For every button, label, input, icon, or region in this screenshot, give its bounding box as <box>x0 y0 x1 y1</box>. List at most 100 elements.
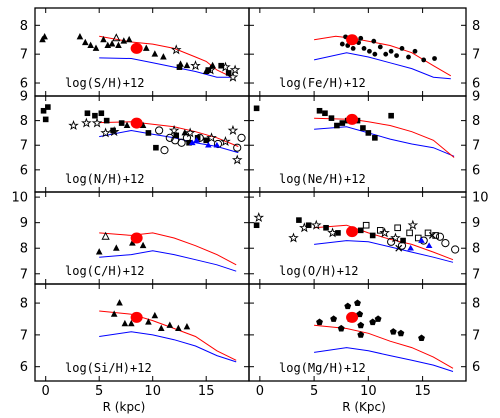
data-point-circ <box>387 237 396 246</box>
data-point-btri <box>213 141 221 148</box>
data-point-star <box>168 124 180 135</box>
data-point-star <box>390 232 401 243</box>
panel-Mg: 0 5 10 15 6 7 8 log(Mg/H)+12 <box>248 283 480 399</box>
data-point-star <box>190 60 201 71</box>
data-point-star <box>81 117 92 128</box>
sun-marker <box>130 232 143 244</box>
data-point-sq <box>153 144 159 151</box>
data-point-dot <box>367 48 372 54</box>
data-point-tri <box>175 324 182 331</box>
data-point-star <box>253 212 265 223</box>
model-curve-blue <box>314 347 454 372</box>
y-tick-label: 6 <box>20 77 28 92</box>
data-point-pent <box>330 315 338 322</box>
sun-marker <box>346 226 359 238</box>
data-point-dot <box>399 45 405 51</box>
y-tick-label: 8 <box>20 297 28 312</box>
data-point-pent <box>357 321 365 329</box>
data-point-tri <box>76 32 84 40</box>
data-point-tri <box>95 248 103 255</box>
data-point-pent <box>354 299 361 306</box>
x-tick-label: 5 <box>95 384 103 399</box>
x-axis-title-right: R (Kpc) <box>342 400 386 414</box>
panel-Si: 0 5 10 15 6 7 8 log(Si/H)+12 <box>20 283 250 399</box>
panel-label: log(Fe/H)+12 <box>279 76 366 90</box>
data-point-sq <box>45 104 51 110</box>
y-tick-label: 7 <box>472 139 480 154</box>
data-point-sq <box>305 222 312 229</box>
y-tick-label: 7 <box>472 48 480 63</box>
data-point-circ <box>451 245 460 254</box>
x-tick-label: 10 <box>360 384 377 399</box>
data-point-otri <box>112 33 121 42</box>
data-point-star <box>231 154 243 165</box>
data-point-circ <box>397 241 407 250</box>
y-tick-label: 10 <box>472 191 489 206</box>
data-point-sq <box>42 116 49 123</box>
model-curve-red <box>99 310 237 361</box>
data-point-star <box>91 117 103 128</box>
data-point-tri <box>183 61 191 69</box>
data-point-star <box>407 219 419 230</box>
data-point-tri <box>151 311 159 319</box>
data-point-circ <box>441 239 450 248</box>
data-point-otri <box>101 231 110 240</box>
panel-N: 6 7 8 9 log(N/H)+12 <box>20 90 250 193</box>
panel-frame <box>248 283 467 382</box>
panels-layer: 6 7 8 log(S/H)+12 6 7 8 log(Fe/H)+12 6 7 8 9 log(N/H… <box>11 7 489 399</box>
data-point-sq <box>334 122 340 129</box>
x-axis-title-left: R (kpc) <box>103 400 146 414</box>
x-tick-label: 10 <box>144 384 161 399</box>
data-point-sq <box>118 120 125 126</box>
data-point-pent <box>337 324 345 332</box>
y-tick-label: 7 <box>20 48 28 63</box>
data-point-tri <box>87 41 94 48</box>
y-tick-label: 6 <box>472 360 480 375</box>
data-point-circ <box>435 232 445 241</box>
panel-label: log(N/H)+12 <box>65 172 144 186</box>
panel-label: log(S/H)+12 <box>65 76 144 90</box>
data-point-sq <box>322 110 328 117</box>
data-point-star <box>108 126 120 137</box>
data-point-sq <box>372 135 378 141</box>
data-point-btri <box>193 137 200 143</box>
data-point-dot <box>394 53 399 59</box>
y-tick-label: 8 <box>472 19 480 34</box>
model-curve-red <box>314 224 454 261</box>
data-point-tri <box>183 323 191 330</box>
y-tick-label: 7 <box>472 328 480 343</box>
data-point-btri <box>425 242 433 248</box>
model-curve-blue <box>313 52 451 80</box>
data-point-sq <box>205 67 212 73</box>
data-point-sq <box>225 70 232 76</box>
panel-Ne: 6 7 8 9 log(Ne/H)+12 <box>248 90 480 193</box>
data-point-sq <box>316 107 323 114</box>
data-point-tri <box>113 244 120 251</box>
data-point-pent <box>357 331 365 338</box>
data-point-tri <box>125 35 133 43</box>
data-point-cross <box>428 232 436 239</box>
x-tick-label: 15 <box>198 384 215 399</box>
data-point-sq <box>328 115 335 121</box>
data-point-osq <box>394 224 401 232</box>
data-point-sq <box>253 105 260 112</box>
sun-marker <box>346 34 359 46</box>
data-point-star <box>288 232 299 243</box>
model-curve-blue <box>99 331 237 363</box>
data-point-star <box>327 227 338 238</box>
sun-marker <box>346 311 359 323</box>
data-point-sq <box>145 130 152 136</box>
data-point-tri <box>166 321 174 328</box>
data-point-tri <box>129 239 136 246</box>
y-tick-label: 9 <box>472 90 480 105</box>
panel-label: log(O/H)+12 <box>279 264 358 278</box>
y-tick-label: 6 <box>20 163 28 178</box>
model-curve-blue <box>314 126 455 157</box>
data-point-star <box>100 127 111 138</box>
data-point-star <box>227 71 239 82</box>
data-point-star <box>310 219 322 230</box>
data-point-sq <box>335 230 341 236</box>
data-point-pent <box>418 334 425 341</box>
data-point-tri <box>123 121 131 129</box>
data-point-star <box>68 119 79 131</box>
